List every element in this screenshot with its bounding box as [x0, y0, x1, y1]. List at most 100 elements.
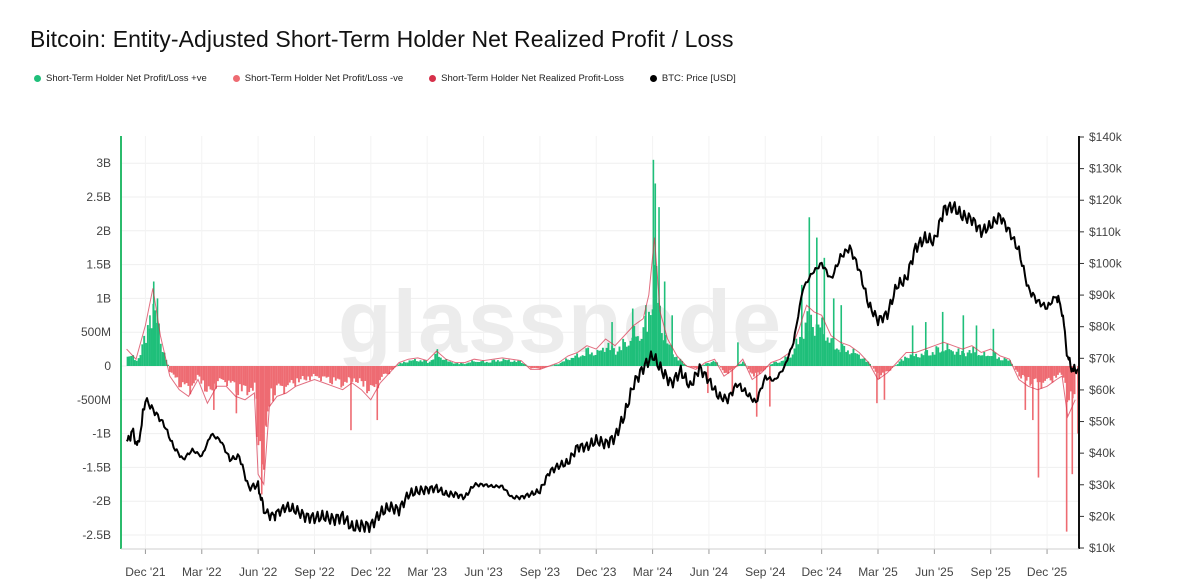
profit-bar: [852, 348, 855, 366]
profit-bar: [828, 342, 831, 366]
axes-layer: 3B 2.5B 2B 1.5B 1B 500M 0 -500M -1B -1.5B -2B -2.5B…: [77, 130, 1123, 579]
profit-bar: [157, 323, 160, 366]
legend-item-price[interactable]: BTC: Price [USD]: [649, 73, 736, 84]
profit-bar: [489, 362, 492, 366]
loss-bar: [325, 366, 328, 378]
legend-dot-loss: [232, 75, 240, 82]
legend-item-net[interactable]: Short-Term Holder Net Realized Profit-Lo…: [429, 73, 624, 84]
loss-bar: [1016, 366, 1019, 372]
loss-bar: [233, 366, 236, 383]
profit-bar: [972, 346, 975, 366]
loss-bar: [309, 366, 311, 381]
profit-bar: [609, 350, 612, 366]
loss-bar: [694, 366, 696, 368]
profit-bar: [159, 343, 162, 366]
profit-bar: [421, 361, 424, 366]
loss-spike: [1037, 366, 1040, 478]
profit-bar: [999, 360, 1002, 366]
loss-bar: [222, 366, 225, 380]
x-tick-label: Jun '24: [690, 565, 729, 579]
profit-bar: [432, 359, 435, 366]
profit-bar: [824, 340, 827, 366]
profit-bar: [988, 356, 991, 366]
loss-bar: [279, 366, 282, 386]
loss-bar: [176, 366, 179, 378]
profit-bar: [478, 361, 481, 366]
profit-bar: [775, 361, 778, 366]
loss-bar: [756, 366, 759, 373]
btc-price-line: [125, 201, 1080, 534]
profit-bar: [555, 364, 558, 366]
profit-bar: [636, 336, 639, 366]
profit-bar: [664, 335, 667, 366]
profit-bar: [795, 338, 798, 366]
profit-bar: [915, 353, 918, 366]
legend-label-price: BTC: Price [USD]: [661, 73, 736, 84]
profit-bar: [646, 331, 649, 366]
watermark: glassnode: [338, 272, 782, 371]
loss-bar: [297, 366, 300, 383]
loss-bar: [688, 366, 691, 367]
profit-bar: [955, 351, 958, 366]
loss-bar: [331, 366, 334, 385]
loss-bar: [535, 366, 538, 369]
profit-bar: [425, 360, 427, 366]
x-tick-label: Sep '23: [520, 565, 561, 579]
profit-bar: [662, 340, 665, 366]
profit-spike: [832, 298, 835, 366]
loss-spike: [731, 366, 734, 397]
x-tick-label: Sep '22: [294, 565, 335, 579]
profit-bar: [845, 351, 848, 366]
loss-bar: [314, 366, 317, 377]
profit-bar: [970, 353, 973, 366]
profit-bar: [937, 347, 940, 366]
profit-bar: [789, 357, 792, 366]
loss-bar: [345, 366, 348, 383]
loss-bar: [1047, 366, 1050, 378]
loss-bar: [692, 366, 695, 368]
loss-bar: [1027, 366, 1030, 378]
loss-spike: [350, 366, 352, 431]
profit-bar: [799, 336, 801, 366]
loss-bar: [338, 366, 341, 380]
profit-bar: [703, 364, 706, 366]
profit-bar: [559, 362, 562, 366]
profit-bar: [592, 355, 595, 366]
profit-bar: [419, 360, 422, 366]
loss-bar: [371, 366, 374, 386]
legend-item-loss[interactable]: Short-Term Holder Net Profit/Loss -ve: [232, 73, 403, 84]
profit-spike: [823, 257, 826, 366]
left-tick-label: 1.5B: [86, 258, 111, 272]
loss-bar: [874, 366, 877, 372]
loss-bar: [351, 366, 354, 382]
profit-bar: [572, 357, 575, 366]
profit-bar: [986, 355, 989, 366]
x-tick-label: Mar '25: [858, 565, 898, 579]
loss-bar: [237, 366, 240, 396]
loss-bar: [262, 366, 265, 470]
profit-bar: [519, 360, 521, 366]
profit-bar: [513, 360, 516, 366]
chart-title: Bitcoin: Entity-Adjusted Short-Term Hold…: [30, 26, 734, 52]
loss-bar: [198, 366, 201, 377]
loss-bar: [386, 366, 389, 375]
profit-bar: [929, 355, 932, 366]
loss-bar: [334, 366, 337, 381]
profit-bar: [563, 361, 566, 366]
legend-item-profit[interactable]: Short-Term Holder Net Profit/Loss +ve: [34, 73, 207, 84]
loss-bar: [189, 366, 192, 395]
net-realized-line: [126, 237, 1076, 486]
profit-bar: [476, 361, 479, 366]
loss-bar: [380, 366, 383, 377]
loss-bar: [537, 366, 540, 369]
bars-layer: [126, 159, 1079, 532]
profit-bar: [146, 325, 149, 366]
profit-bar: [557, 364, 560, 366]
loss-bar: [316, 366, 319, 377]
profit-bar: [856, 353, 859, 366]
profit-bar: [931, 352, 934, 366]
left-tick-label: 2B: [96, 224, 111, 238]
profit-bar: [810, 314, 813, 366]
profit-bar: [498, 361, 501, 366]
profit-spike: [149, 315, 151, 366]
